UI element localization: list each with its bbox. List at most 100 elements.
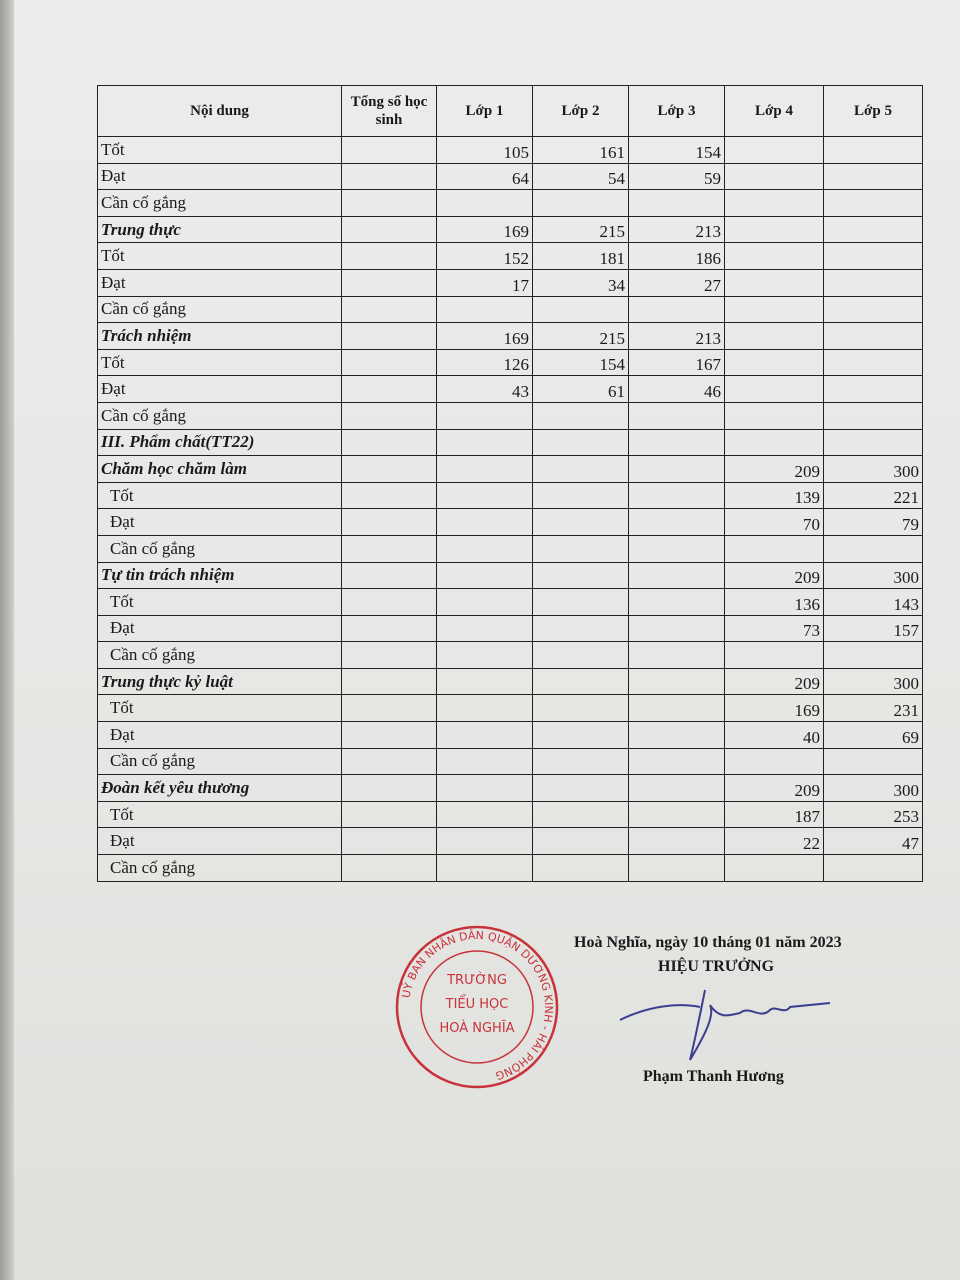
cell-lop-5: 143: [823, 588, 923, 616]
cell-lop-3: 27: [628, 268, 725, 297]
cell-lop-1: 126: [436, 348, 533, 377]
cell-tong-so: [341, 534, 437, 563]
cell-lop-5: [823, 242, 923, 270]
row-label: Đạt: [97, 268, 342, 297]
cell-lop-5: [823, 189, 923, 217]
cell-lop-5: [823, 162, 923, 191]
cell-lop-2: [532, 694, 629, 723]
cell-lop-3: [628, 721, 725, 749]
cell-lop-2: [532, 588, 629, 616]
cell-lop-5: 79: [823, 508, 923, 536]
cell-lop-3: [628, 694, 725, 723]
cell-tong-so: [341, 854, 437, 882]
header-lop-5: Lớp 5: [823, 85, 923, 137]
cell-lop-5: [823, 322, 923, 350]
cell-lop-1: [436, 295, 533, 324]
row-label: Đoàn kết yêu thương: [97, 774, 342, 802]
stamp-line: HOÀ NGHĨA: [439, 1020, 514, 1036]
table-row: Đạt 43 61 46: [97, 375, 923, 403]
table-row: III. Phẩm chất(TT22): [97, 428, 923, 457]
cell-tong-so: [341, 189, 437, 217]
cell-lop-1: [436, 588, 533, 616]
row-label: Tốt: [97, 481, 342, 510]
cell-lop-3: 167: [628, 348, 725, 377]
cell-lop-4: [724, 348, 824, 377]
cell-lop-4: 73: [724, 614, 824, 643]
cell-lop-2: 54: [532, 162, 629, 191]
row-label: Cần cố gắng: [97, 295, 342, 324]
table-row: Đạt 40 69: [97, 721, 923, 749]
row-label: Trách nhiệm: [97, 322, 342, 350]
cell-lop-1: 64: [436, 162, 533, 191]
cell-lop-3: 59: [628, 162, 725, 191]
cell-lop-4: [724, 641, 824, 669]
table-row: Tự tin trách nhiệm 209 300: [97, 561, 923, 590]
cell-lop-5: [823, 428, 923, 457]
signature: [619, 989, 831, 1061]
table-row: Chăm học chăm làm 209 300: [97, 455, 923, 483]
row-label: Đạt: [97, 827, 342, 856]
cell-lop-4: [724, 242, 824, 270]
table-body: Tốt 105 161 154 Đạt 64 54 59 Cần cố gắng Trung th…: [97, 136, 923, 882]
cell-tong-so: [341, 136, 437, 164]
cell-lop-4: [724, 854, 824, 882]
table-row: Tốt 136 143: [97, 588, 923, 616]
cell-lop-2: [532, 614, 629, 643]
cell-lop-1: 17: [436, 268, 533, 297]
cell-lop-2: [532, 189, 629, 217]
cell-lop-1: [436, 774, 533, 802]
cell-lop-4: 209: [724, 667, 824, 696]
table-row: Đạt 73 157: [97, 614, 923, 643]
cell-lop-1: [436, 428, 533, 457]
cell-lop-3: [628, 800, 725, 829]
cell-lop-1: [436, 694, 533, 723]
cell-lop-1: 43: [436, 375, 533, 403]
cell-tong-so: [341, 800, 437, 829]
cell-lop-4: 209: [724, 455, 824, 483]
table-row: Tốt 105 161 154: [97, 136, 923, 164]
cell-lop-3: [628, 401, 725, 430]
row-label: Trung thực: [97, 215, 342, 244]
cell-lop-5: 300: [823, 561, 923, 590]
cell-lop-3: [628, 561, 725, 590]
cell-lop-3: [628, 827, 725, 856]
table-row: Trách nhiệm 169 215 213: [97, 322, 923, 350]
row-label: Chăm học chăm làm: [97, 455, 342, 483]
row-label: Tốt: [97, 694, 342, 723]
cell-lop-4: [724, 375, 824, 403]
cell-lop-1: [436, 800, 533, 829]
cell-lop-1: 169: [436, 215, 533, 244]
cell-lop-1: [436, 827, 533, 856]
cell-lop-1: [436, 481, 533, 510]
table-header-row: Nội dung Tổng số học sinh Lớp 1 Lớp 2 Lớ…: [97, 85, 923, 137]
cell-lop-2: 215: [532, 322, 629, 350]
row-label: Đạt: [97, 375, 342, 403]
cell-lop-2: [532, 534, 629, 563]
cell-lop-3: [628, 588, 725, 616]
cell-lop-1: 169: [436, 322, 533, 350]
cell-tong-so: [341, 641, 437, 669]
cell-tong-so: [341, 561, 437, 590]
cell-tong-so: [341, 667, 437, 696]
row-label: Tốt: [97, 136, 342, 164]
table-row: Cần cố gắng: [97, 747, 923, 776]
cell-tong-so: [341, 588, 437, 616]
cell-lop-2: 181: [532, 242, 629, 270]
cell-tong-so: [341, 162, 437, 191]
cell-lop-5: [823, 534, 923, 563]
cell-lop-4: 187: [724, 800, 824, 829]
row-label: Tốt: [97, 348, 342, 377]
cell-lop-3: [628, 455, 725, 483]
cell-lop-1: [436, 534, 533, 563]
cell-tong-so: [341, 428, 437, 457]
cell-lop-5: [823, 295, 923, 324]
cell-lop-3: [628, 428, 725, 457]
cell-lop-4: [724, 215, 824, 244]
table-row: Cần cố gắng: [97, 189, 923, 217]
cell-lop-5: [823, 348, 923, 377]
stamp-line: TRƯỜNG: [446, 972, 507, 988]
table-row: Tốt 169 231: [97, 694, 923, 723]
cell-lop-3: [628, 774, 725, 802]
cell-tong-so: [341, 322, 437, 350]
date-line: Hoà Nghĩa, ngày 10 tháng 01 năm 2023: [574, 934, 842, 951]
